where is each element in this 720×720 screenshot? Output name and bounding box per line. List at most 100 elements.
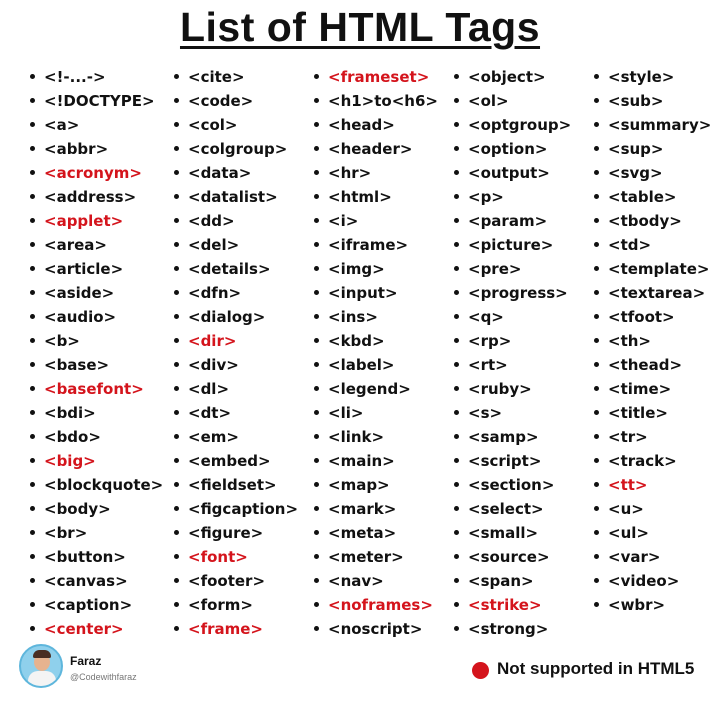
legend-red-dot-icon <box>472 662 489 679</box>
tag-list-item: <wbr> <box>594 593 711 617</box>
tag-list-item: <b> <box>30 329 163 353</box>
tag-name: <title> <box>608 404 668 422</box>
tag-name: <samp> <box>468 428 539 446</box>
tag-name: <div> <box>188 356 239 374</box>
bullet-icon <box>594 602 599 607</box>
tag-name: <dd> <box>188 212 235 230</box>
tag-list-item: <title> <box>594 401 711 425</box>
tag-name: <body> <box>44 500 111 518</box>
tag-name: <aside> <box>44 284 115 302</box>
tag-list-item: <a> <box>30 113 163 137</box>
bullet-icon <box>454 338 459 343</box>
tag-list-item: <area> <box>30 233 163 257</box>
tag-list-item: <img> <box>314 257 438 281</box>
page-title-text: List of HTML Tags <box>179 4 541 50</box>
tag-name: <summary> <box>608 116 712 134</box>
tag-list-item: <param> <box>454 209 571 233</box>
bullet-icon <box>454 458 459 463</box>
bullet-icon <box>594 338 599 343</box>
tag-list-item: <form> <box>174 593 298 617</box>
tag-name: <output> <box>468 164 550 182</box>
tag-name: <rp> <box>468 332 512 350</box>
tag-list-item: <dfn> <box>174 281 298 305</box>
tag-name: <param> <box>468 212 548 230</box>
bullet-icon <box>174 98 179 103</box>
bullet-icon <box>314 242 319 247</box>
tag-list-item: <body> <box>30 497 163 521</box>
bullet-icon <box>454 530 459 535</box>
tag-name: <s> <box>468 404 503 422</box>
tag-list-item: <audio> <box>30 305 163 329</box>
bullet-icon <box>314 482 319 487</box>
tag-list-item: <bdo> <box>30 425 163 449</box>
bullet-icon <box>30 338 35 343</box>
tag-name: <main> <box>328 452 395 470</box>
tag-name: <p> <box>468 188 504 206</box>
bullet-icon <box>30 434 35 439</box>
tag-list-item: <abbr> <box>30 137 163 161</box>
tag-list-item: <nav> <box>314 569 438 593</box>
tag-list-item: <i> <box>314 209 438 233</box>
tag-list-item: <article> <box>30 257 163 281</box>
tag-name: <pre> <box>468 260 522 278</box>
bullet-icon <box>174 626 179 631</box>
tag-name: <data> <box>188 164 252 182</box>
tag-name: <sub> <box>608 92 664 110</box>
tag-list-item: <dd> <box>174 209 298 233</box>
bullet-icon <box>174 458 179 463</box>
tag-name: <sup> <box>608 140 664 158</box>
bullet-icon <box>594 146 599 151</box>
tag-list-item: <ol> <box>454 89 571 113</box>
tag-list-item: <input> <box>314 281 438 305</box>
tag-name: <blockquote> <box>44 476 164 494</box>
tag-list-item: <bdi> <box>30 401 163 425</box>
bullet-icon <box>594 434 599 439</box>
tag-name: <dir> <box>188 332 237 350</box>
bullet-icon <box>30 98 35 103</box>
tag-list-item: <dt> <box>174 401 298 425</box>
tag-list-item: <figure> <box>174 521 298 545</box>
bullet-icon <box>30 458 35 463</box>
tag-list-item: <td> <box>594 233 711 257</box>
tag-name: <nav> <box>328 572 384 590</box>
tag-list-item: <style> <box>594 65 711 89</box>
bullet-icon <box>314 626 319 631</box>
bullet-icon <box>594 554 599 559</box>
tag-list-item: <cite> <box>174 65 298 89</box>
bullet-icon <box>30 290 35 295</box>
tag-list-item: <br> <box>30 521 163 545</box>
tag-name: <ol> <box>468 92 509 110</box>
bullet-icon <box>594 218 599 223</box>
tag-list-item: <applet> <box>30 209 163 233</box>
bullet-icon <box>314 506 319 511</box>
tag-name: <tt> <box>608 476 648 494</box>
bullet-icon <box>314 146 319 151</box>
tag-list-item: <picture> <box>454 233 571 257</box>
tag-list-item: <link> <box>314 425 438 449</box>
tag-name: <label> <box>328 356 395 374</box>
tag-name: <meter> <box>328 548 404 566</box>
bullet-icon <box>314 290 319 295</box>
bullet-icon <box>594 266 599 271</box>
tag-name: <option> <box>468 140 548 158</box>
tag-name: <span> <box>468 572 534 590</box>
tag-list-item: <font> <box>174 545 298 569</box>
tag-name: <h1>to<h6> <box>328 92 438 110</box>
bullet-icon <box>594 362 599 367</box>
bullet-icon <box>594 122 599 127</box>
tag-list-item: <table> <box>594 185 711 209</box>
tag-name: <legend> <box>328 380 411 398</box>
bullet-icon <box>454 266 459 271</box>
tag-name: <map> <box>328 476 390 494</box>
tag-name: <dfn> <box>188 284 242 302</box>
tag-name: <tfoot> <box>608 308 675 326</box>
bullet-icon <box>314 170 319 175</box>
tag-list-item: <object> <box>454 65 571 89</box>
tag-name: <small> <box>468 524 539 542</box>
bullet-icon <box>30 386 35 391</box>
tag-name: <object> <box>468 68 546 86</box>
tag-name: <bdi> <box>44 404 96 422</box>
tag-column: <!-...-> <!DOCTYPE> <a> <abbr> <acronym> <add… <box>30 65 163 641</box>
bullet-icon <box>454 170 459 175</box>
tag-name: <!DOCTYPE> <box>44 92 155 110</box>
